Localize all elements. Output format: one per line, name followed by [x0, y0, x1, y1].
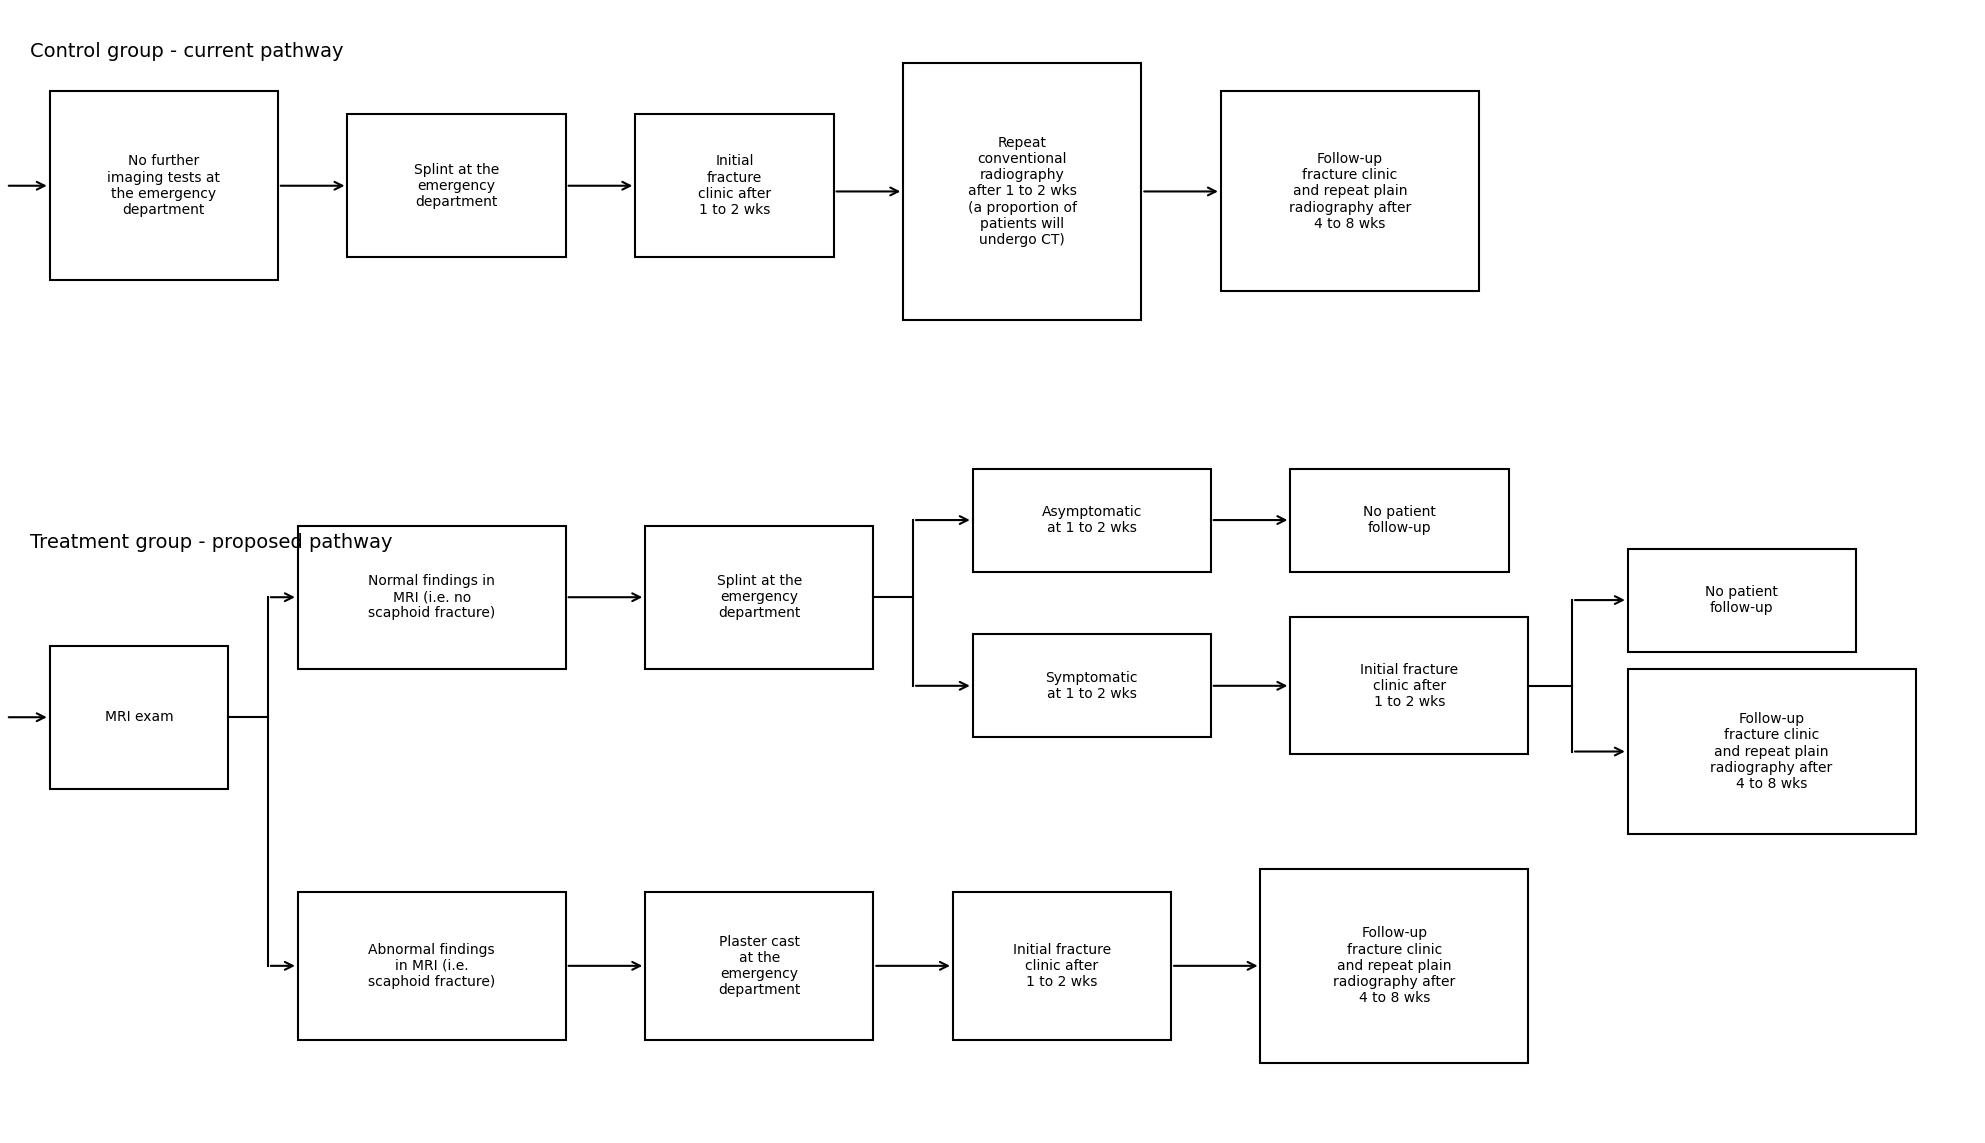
- FancyBboxPatch shape: [903, 63, 1141, 320]
- Text: Control group - current pathway: Control group - current pathway: [30, 42, 343, 61]
- FancyBboxPatch shape: [973, 469, 1211, 572]
- FancyBboxPatch shape: [298, 526, 566, 669]
- FancyBboxPatch shape: [645, 892, 873, 1040]
- FancyBboxPatch shape: [1628, 549, 1856, 652]
- FancyBboxPatch shape: [347, 114, 566, 257]
- Text: Follow-up
fracture clinic
and repeat plain
radiography after
4 to 8 wks: Follow-up fracture clinic and repeat pla…: [1334, 927, 1455, 1005]
- Text: Initial fracture
clinic after
1 to 2 wks: Initial fracture clinic after 1 to 2 wks: [1012, 943, 1112, 989]
- Text: No patient
follow-up: No patient follow-up: [1705, 585, 1779, 615]
- Text: Symptomatic
at 1 to 2 wks: Symptomatic at 1 to 2 wks: [1046, 671, 1137, 701]
- Text: Treatment group - proposed pathway: Treatment group - proposed pathway: [30, 534, 393, 552]
- Text: Plaster cast
at the
emergency
department: Plaster cast at the emergency department: [719, 935, 800, 997]
- FancyBboxPatch shape: [50, 646, 228, 789]
- FancyBboxPatch shape: [973, 634, 1211, 737]
- Text: Follow-up
fracture clinic
and repeat plain
radiography after
4 to 8 wks: Follow-up fracture clinic and repeat pla…: [1711, 712, 1832, 791]
- Text: No further
imaging tests at
the emergency
department: No further imaging tests at the emergenc…: [107, 154, 220, 217]
- Text: Repeat
conventional
radiography
after 1 to 2 wks
(a proportion of
patients will
: Repeat conventional radiography after 1 …: [969, 136, 1076, 247]
- FancyBboxPatch shape: [635, 114, 834, 257]
- Text: No patient
follow-up: No patient follow-up: [1364, 505, 1435, 535]
- FancyBboxPatch shape: [1628, 669, 1916, 834]
- FancyBboxPatch shape: [953, 892, 1171, 1040]
- Text: Abnormal findings
in MRI (i.e.
scaphoid fracture): Abnormal findings in MRI (i.e. scaphoid …: [367, 943, 496, 989]
- Text: Initial fracture
clinic after
1 to 2 wks: Initial fracture clinic after 1 to 2 wks: [1360, 663, 1459, 709]
- Text: Asymptomatic
at 1 to 2 wks: Asymptomatic at 1 to 2 wks: [1042, 505, 1141, 535]
- FancyBboxPatch shape: [1221, 91, 1479, 291]
- FancyBboxPatch shape: [1260, 869, 1528, 1063]
- FancyBboxPatch shape: [1290, 469, 1509, 572]
- FancyBboxPatch shape: [298, 892, 566, 1040]
- FancyBboxPatch shape: [1290, 617, 1528, 754]
- FancyBboxPatch shape: [50, 91, 278, 280]
- Text: Initial
fracture
clinic after
1 to 2 wks: Initial fracture clinic after 1 to 2 wks: [699, 154, 770, 217]
- Text: Follow-up
fracture clinic
and repeat plain
radiography after
4 to 8 wks: Follow-up fracture clinic and repeat pla…: [1288, 152, 1411, 231]
- Text: Splint at the
emergency
department: Splint at the emergency department: [415, 162, 498, 209]
- Text: Normal findings in
MRI (i.e. no
scaphoid fracture): Normal findings in MRI (i.e. no scaphoid…: [367, 574, 496, 621]
- Text: MRI exam: MRI exam: [105, 710, 173, 725]
- FancyBboxPatch shape: [645, 526, 873, 669]
- Text: Splint at the
emergency
department: Splint at the emergency department: [717, 574, 802, 621]
